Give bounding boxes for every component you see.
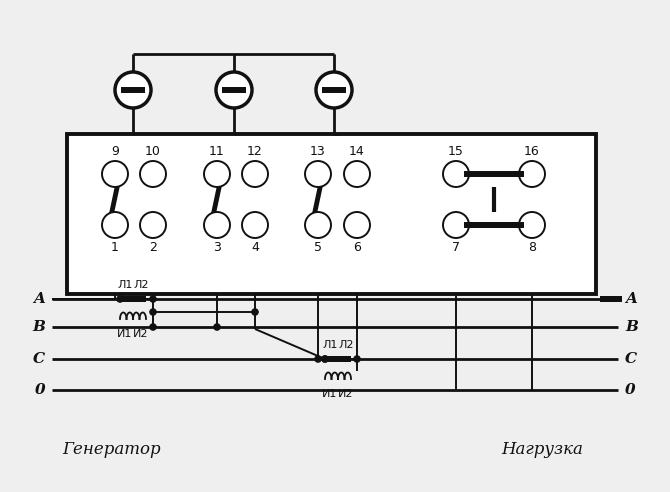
Text: 4: 4 (251, 241, 259, 254)
Text: A: A (33, 292, 45, 306)
Text: 5: 5 (314, 241, 322, 254)
Circle shape (216, 72, 252, 108)
Text: B: B (625, 320, 638, 334)
Text: Генератор: Генератор (63, 441, 161, 459)
Text: 0: 0 (625, 383, 636, 397)
Text: И1: И1 (117, 329, 133, 339)
Text: 15: 15 (448, 145, 464, 158)
Text: И2: И2 (133, 329, 149, 339)
Circle shape (251, 308, 259, 316)
Text: 13: 13 (310, 145, 326, 158)
Text: И1: И1 (322, 389, 338, 399)
Circle shape (321, 355, 329, 363)
Bar (120, 296, 146, 302)
Circle shape (116, 295, 124, 303)
Bar (464, 222, 524, 228)
Circle shape (149, 308, 157, 316)
Text: 2: 2 (149, 241, 157, 254)
Circle shape (140, 212, 166, 238)
Text: И2: И2 (338, 389, 354, 399)
Circle shape (344, 212, 370, 238)
Text: 12: 12 (247, 145, 263, 158)
Text: Л1: Л1 (117, 280, 133, 290)
Text: Л1: Л1 (322, 340, 338, 350)
Circle shape (344, 161, 370, 187)
Text: 1: 1 (111, 241, 119, 254)
Text: 14: 14 (349, 145, 365, 158)
Text: C: C (625, 352, 637, 366)
Text: 9: 9 (111, 145, 119, 158)
Text: 3: 3 (213, 241, 221, 254)
Circle shape (519, 212, 545, 238)
Circle shape (149, 323, 157, 331)
Bar (464, 171, 524, 177)
Circle shape (443, 212, 469, 238)
Circle shape (353, 355, 361, 363)
Bar (67, 134, 596, 294)
Circle shape (204, 161, 230, 187)
Text: C: C (33, 352, 45, 366)
Bar (325, 356, 351, 362)
Text: Нагрузка: Нагрузка (501, 441, 583, 459)
Circle shape (305, 161, 331, 187)
Text: A: A (625, 292, 637, 306)
Bar (322, 87, 346, 93)
Text: 0: 0 (34, 383, 45, 397)
Text: 7: 7 (452, 241, 460, 254)
Circle shape (102, 212, 128, 238)
Circle shape (213, 323, 221, 331)
Circle shape (519, 161, 545, 187)
Circle shape (242, 161, 268, 187)
Text: 16: 16 (524, 145, 540, 158)
Circle shape (102, 161, 128, 187)
Circle shape (242, 212, 268, 238)
Bar (222, 87, 246, 93)
Text: Л2: Л2 (133, 280, 149, 290)
Circle shape (149, 295, 157, 303)
Circle shape (140, 161, 166, 187)
Circle shape (321, 355, 329, 363)
Circle shape (314, 355, 322, 363)
Circle shape (443, 161, 469, 187)
Circle shape (305, 212, 331, 238)
Circle shape (204, 212, 230, 238)
Circle shape (115, 72, 151, 108)
Bar (600, 296, 622, 302)
Text: 10: 10 (145, 145, 161, 158)
Text: 11: 11 (209, 145, 225, 158)
Text: 6: 6 (353, 241, 361, 254)
Bar (121, 87, 145, 93)
Text: 8: 8 (528, 241, 536, 254)
Text: Л2: Л2 (338, 340, 354, 350)
Circle shape (316, 72, 352, 108)
Text: B: B (32, 320, 45, 334)
